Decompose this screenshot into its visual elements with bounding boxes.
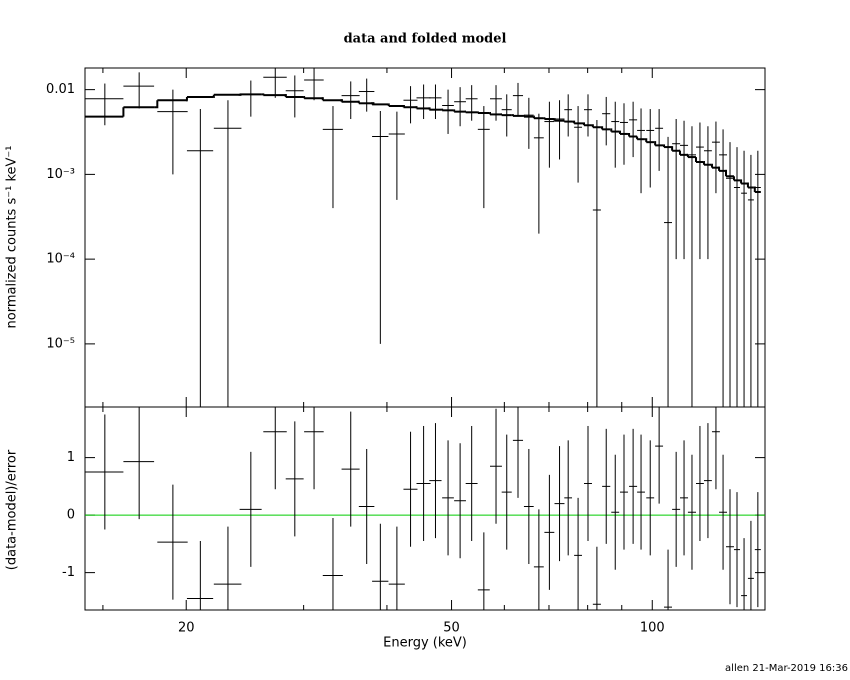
model-riser — [724, 169, 728, 177]
model-riser — [441, 108, 444, 111]
model-riser — [718, 166, 721, 171]
model-riser — [371, 102, 375, 105]
model-riser — [610, 128, 613, 132]
model-riser — [543, 117, 546, 120]
x-tick-label: 20 — [178, 621, 195, 636]
model-riser — [740, 179, 743, 184]
model-riser — [402, 105, 405, 108]
y-tick-label: 10⁻³ — [46, 167, 75, 182]
model-riser — [154, 100, 159, 109]
model-riser — [357, 100, 360, 104]
y-axis-label: normalized counts s⁻¹ keV⁻¹ — [5, 146, 20, 329]
model-riser — [600, 126, 604, 130]
x-tick-label: 100 — [640, 621, 665, 636]
model-riser — [185, 96, 188, 102]
plot-frame — [84, 67, 766, 408]
plot-frame — [84, 406, 766, 611]
model-riser — [212, 94, 215, 98]
model-riser — [746, 182, 749, 188]
model-riser — [261, 93, 265, 96]
model-riser — [522, 114, 525, 117]
x-tick-label: 50 — [443, 621, 460, 636]
model-riser — [321, 97, 324, 101]
y-tick-label: 10⁻⁴ — [46, 252, 75, 267]
model-riser — [591, 124, 594, 128]
y-tick-label: 0.01 — [46, 82, 75, 97]
plot-area — [85, 407, 765, 610]
model-riser — [618, 130, 621, 134]
model-riser — [654, 141, 657, 146]
model-riser — [340, 99, 343, 102]
chart-title: data and folded model — [344, 32, 507, 47]
y-tick-label: 0 — [67, 508, 75, 523]
y-tick-label: 1 — [67, 450, 75, 465]
model-riser — [581, 122, 586, 126]
footer: allen 21-Mar-2019 16:36 — [725, 663, 848, 674]
model-riser — [663, 144, 666, 148]
model-riser — [428, 107, 431, 110]
plot-area — [85, 68, 761, 407]
model-riser — [644, 138, 648, 143]
model-riser — [572, 120, 576, 124]
y-tick-label: -1 — [62, 565, 75, 580]
model-riser — [627, 132, 631, 137]
y-axis-label: (data-model)/error — [5, 449, 20, 570]
x-axis-label: Energy (keV) — [383, 636, 467, 651]
model-riser — [511, 114, 514, 117]
y-tick-label: 10⁻⁵ — [46, 336, 75, 351]
model-riser — [753, 186, 756, 192]
